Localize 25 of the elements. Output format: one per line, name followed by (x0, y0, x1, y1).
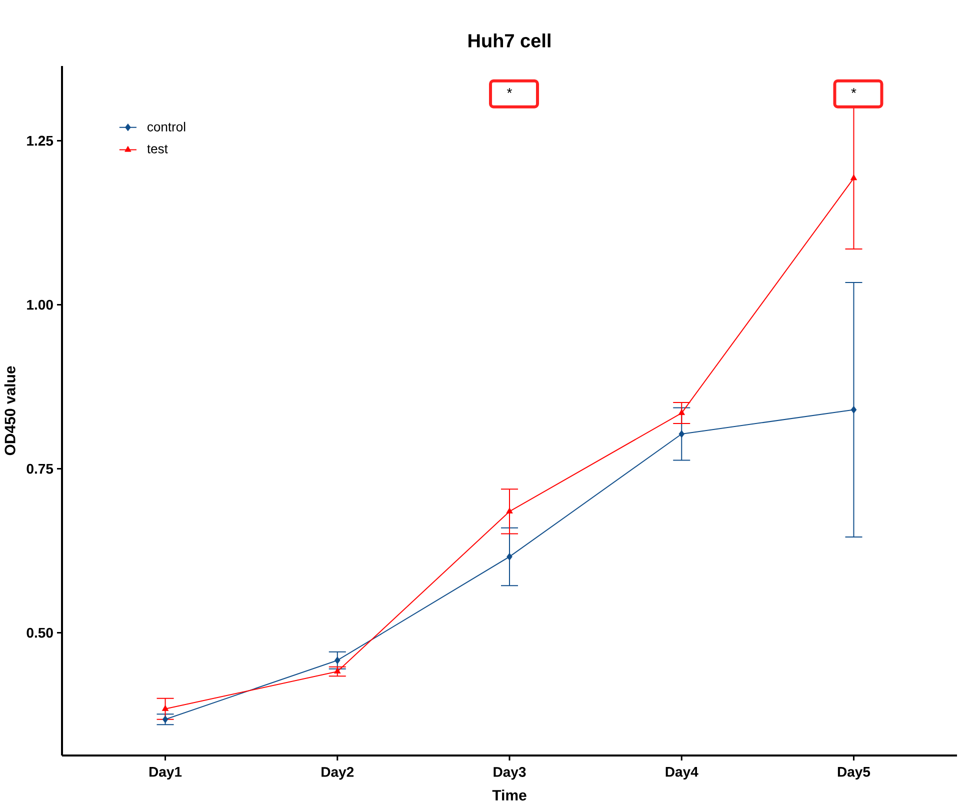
point (678, 430, 685, 438)
point (506, 508, 513, 514)
point (506, 552, 512, 561)
point (678, 409, 685, 416)
point (850, 406, 857, 414)
legend-label: test (147, 144, 168, 154)
annotation: * (507, 88, 512, 93)
point (162, 705, 169, 711)
x-tick-label: Day4 (666, 767, 698, 780)
x-tick-label: Day2 (322, 767, 354, 780)
annotation: * (851, 88, 856, 93)
point (334, 668, 341, 674)
y-tick-label: 1.25 (27, 136, 54, 146)
chart-title: Huh7 cell (468, 34, 550, 48)
y-tick-label: 0.50 (26, 628, 53, 638)
x-axis-title: Time (492, 790, 526, 801)
y-tick-label: 0.75 (26, 464, 54, 474)
x-tick-label: Day1 (149, 767, 182, 780)
point (850, 174, 858, 180)
x-tick-label: Day5 (838, 767, 870, 780)
point (334, 656, 340, 664)
y-tick-label: 1.00 (27, 300, 53, 310)
y-axis-title: OD450 value (4, 366, 16, 456)
legend-label: control (148, 122, 186, 132)
x-tick-label: Day3 (494, 767, 526, 780)
